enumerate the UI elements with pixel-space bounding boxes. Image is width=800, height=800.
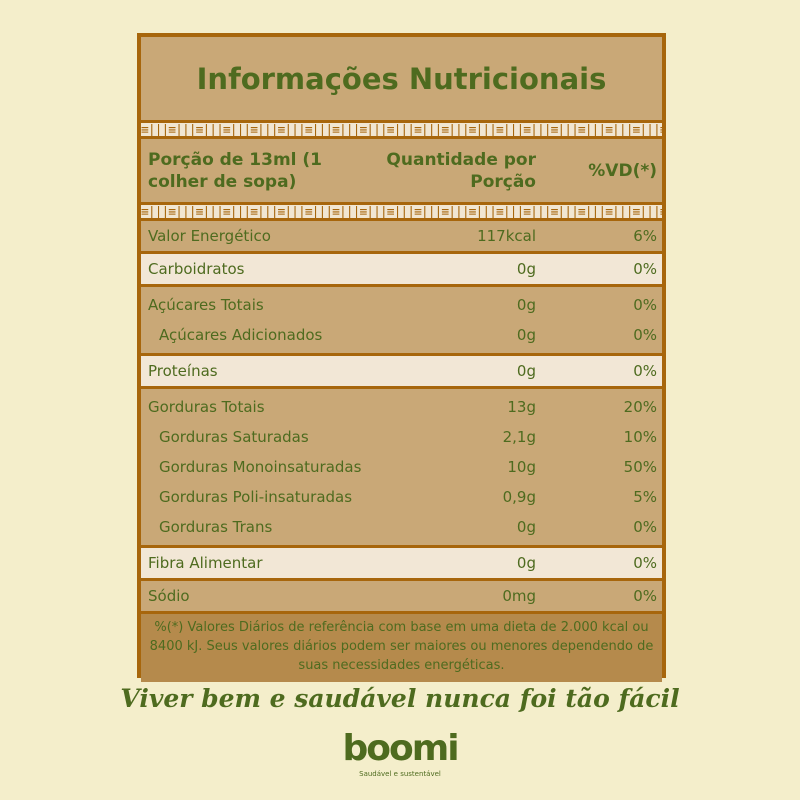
table-row: Gorduras Trans 0g 0% [141, 512, 662, 542]
table-row: Fibra Alimentar 0g 0% [141, 548, 662, 578]
nutrient-quantity: 0,9g [502, 488, 536, 506]
nutrient-vd: 0% [633, 326, 657, 344]
nutrient-group: Sódio 0mg 0% [141, 581, 662, 614]
table-title: Informações Nutricionais [141, 37, 662, 123]
nutrient-name: Açúcares Totais [148, 296, 264, 314]
nutrient-group: Carboidratos 0g 0% [141, 254, 662, 287]
table-row: Proteínas 0g 0% [141, 356, 662, 386]
nutrient-vd: 0% [633, 362, 657, 380]
nutrient-group: Valor Energético 117kcal 6% [141, 221, 662, 254]
table-header: Porção de 13ml (1 colher de sopa) Quanti… [141, 139, 662, 205]
brand-tagline: Saudável e sustentável [359, 770, 441, 778]
decorative-pattern-top: ≡|||≡|||≡|||≡|||≡|||≡|||≡|||≡|||≡|||≡|||… [141, 123, 662, 139]
nutrient-quantity: 0g [516, 518, 536, 536]
table-row: Gorduras Saturadas 2,1g 10% [141, 422, 662, 452]
nutrient-quantity: 0mg [502, 587, 536, 605]
nutrient-group: Proteínas 0g 0% [141, 356, 662, 389]
header-portion: Porção de 13ml (1 colher de sopa) [148, 149, 323, 192]
nutrient-vd: 0% [633, 296, 657, 314]
nutrient-name: Gorduras Poli-insaturadas [159, 488, 353, 506]
header-quantity: Quantidade por Porção [386, 149, 536, 192]
slogan: Viver bem e saudável nunca foi tão fácil [120, 684, 680, 713]
nutrient-vd: 6% [633, 227, 657, 245]
nutrient-vd: 0% [633, 554, 657, 572]
nutrient-quantity: 0g [516, 296, 536, 314]
nutrient-name: Açúcares Adicionados [159, 326, 323, 344]
nutrient-name: Gorduras Totais [148, 398, 265, 416]
nutrient-name: Carboidratos [148, 260, 245, 278]
nutrient-quantity: 0g [516, 362, 536, 380]
nutrient-quantity: 117kcal [477, 227, 536, 245]
nutrient-quantity: 13g [507, 398, 536, 416]
brand-logo: boomi [342, 728, 459, 769]
table-row: Carboidratos 0g 0% [141, 254, 662, 284]
nutrient-name: Gorduras Monoinsaturadas [159, 458, 362, 476]
nutrient-name: Gorduras Saturadas [159, 428, 309, 446]
nutrient-name: Gorduras Trans [159, 518, 273, 536]
nutrition-facts-table: Informações Nutricionais ≡|||≡|||≡|||≡||… [137, 33, 666, 682]
nutrient-name: Sódio [148, 587, 190, 605]
nutrient-quantity: 10g [507, 458, 536, 476]
nutrient-quantity: 0g [516, 326, 536, 344]
nutrient-group: Gorduras Totais 13g 20% Gorduras Saturadas 2… [141, 389, 662, 548]
table-row: Açúcares Adicionados 0g 0% [141, 320, 662, 350]
table-row: Gorduras Monoinsaturadas 10g 50% [141, 452, 662, 482]
table-body: Valor Energético 117kcal 6% Carboidratos 0g 0… [141, 221, 662, 614]
nutrient-vd: 0% [633, 518, 657, 536]
nutrient-vd: 0% [633, 587, 657, 605]
nutrient-group: Fibra Alimentar 0g 0% [141, 548, 662, 581]
nutrient-quantity: 2,1g [502, 428, 536, 446]
table-row: Sódio 0mg 0% [141, 581, 662, 611]
table-row: Gorduras Poli-insaturadas 0,9g 5% [141, 482, 662, 512]
table-row: Açúcares Totais 0g 0% [141, 290, 662, 320]
nutrient-vd: 20% [623, 398, 657, 416]
nutrient-vd: 5% [633, 488, 657, 506]
nutrient-name: Valor Energético [148, 227, 271, 245]
nutrient-name: Fibra Alimentar [148, 554, 263, 572]
table-row: Gorduras Totais 13g 20% [141, 392, 662, 422]
nutrient-name: Proteínas [148, 362, 218, 380]
nutrient-vd: 50% [623, 458, 657, 476]
decorative-pattern-bottom: ≡|||≡|||≡|||≡|||≡|||≡|||≡|||≡|||≡|||≡|||… [141, 205, 662, 221]
nutrient-quantity: 0g [516, 260, 536, 278]
nutrient-group: Açúcares Totais 0g 0% Açúcares Adicionados 0… [141, 287, 662, 356]
nutrient-quantity: 0g [516, 554, 536, 572]
header-vd: %VD(*) [588, 160, 657, 181]
nutrient-vd: 0% [633, 260, 657, 278]
nutrient-vd: 10% [623, 428, 657, 446]
table-row: Valor Energético 117kcal 6% [141, 221, 662, 251]
footnote: %(*) Valores Diários de referência com b… [141, 614, 662, 682]
